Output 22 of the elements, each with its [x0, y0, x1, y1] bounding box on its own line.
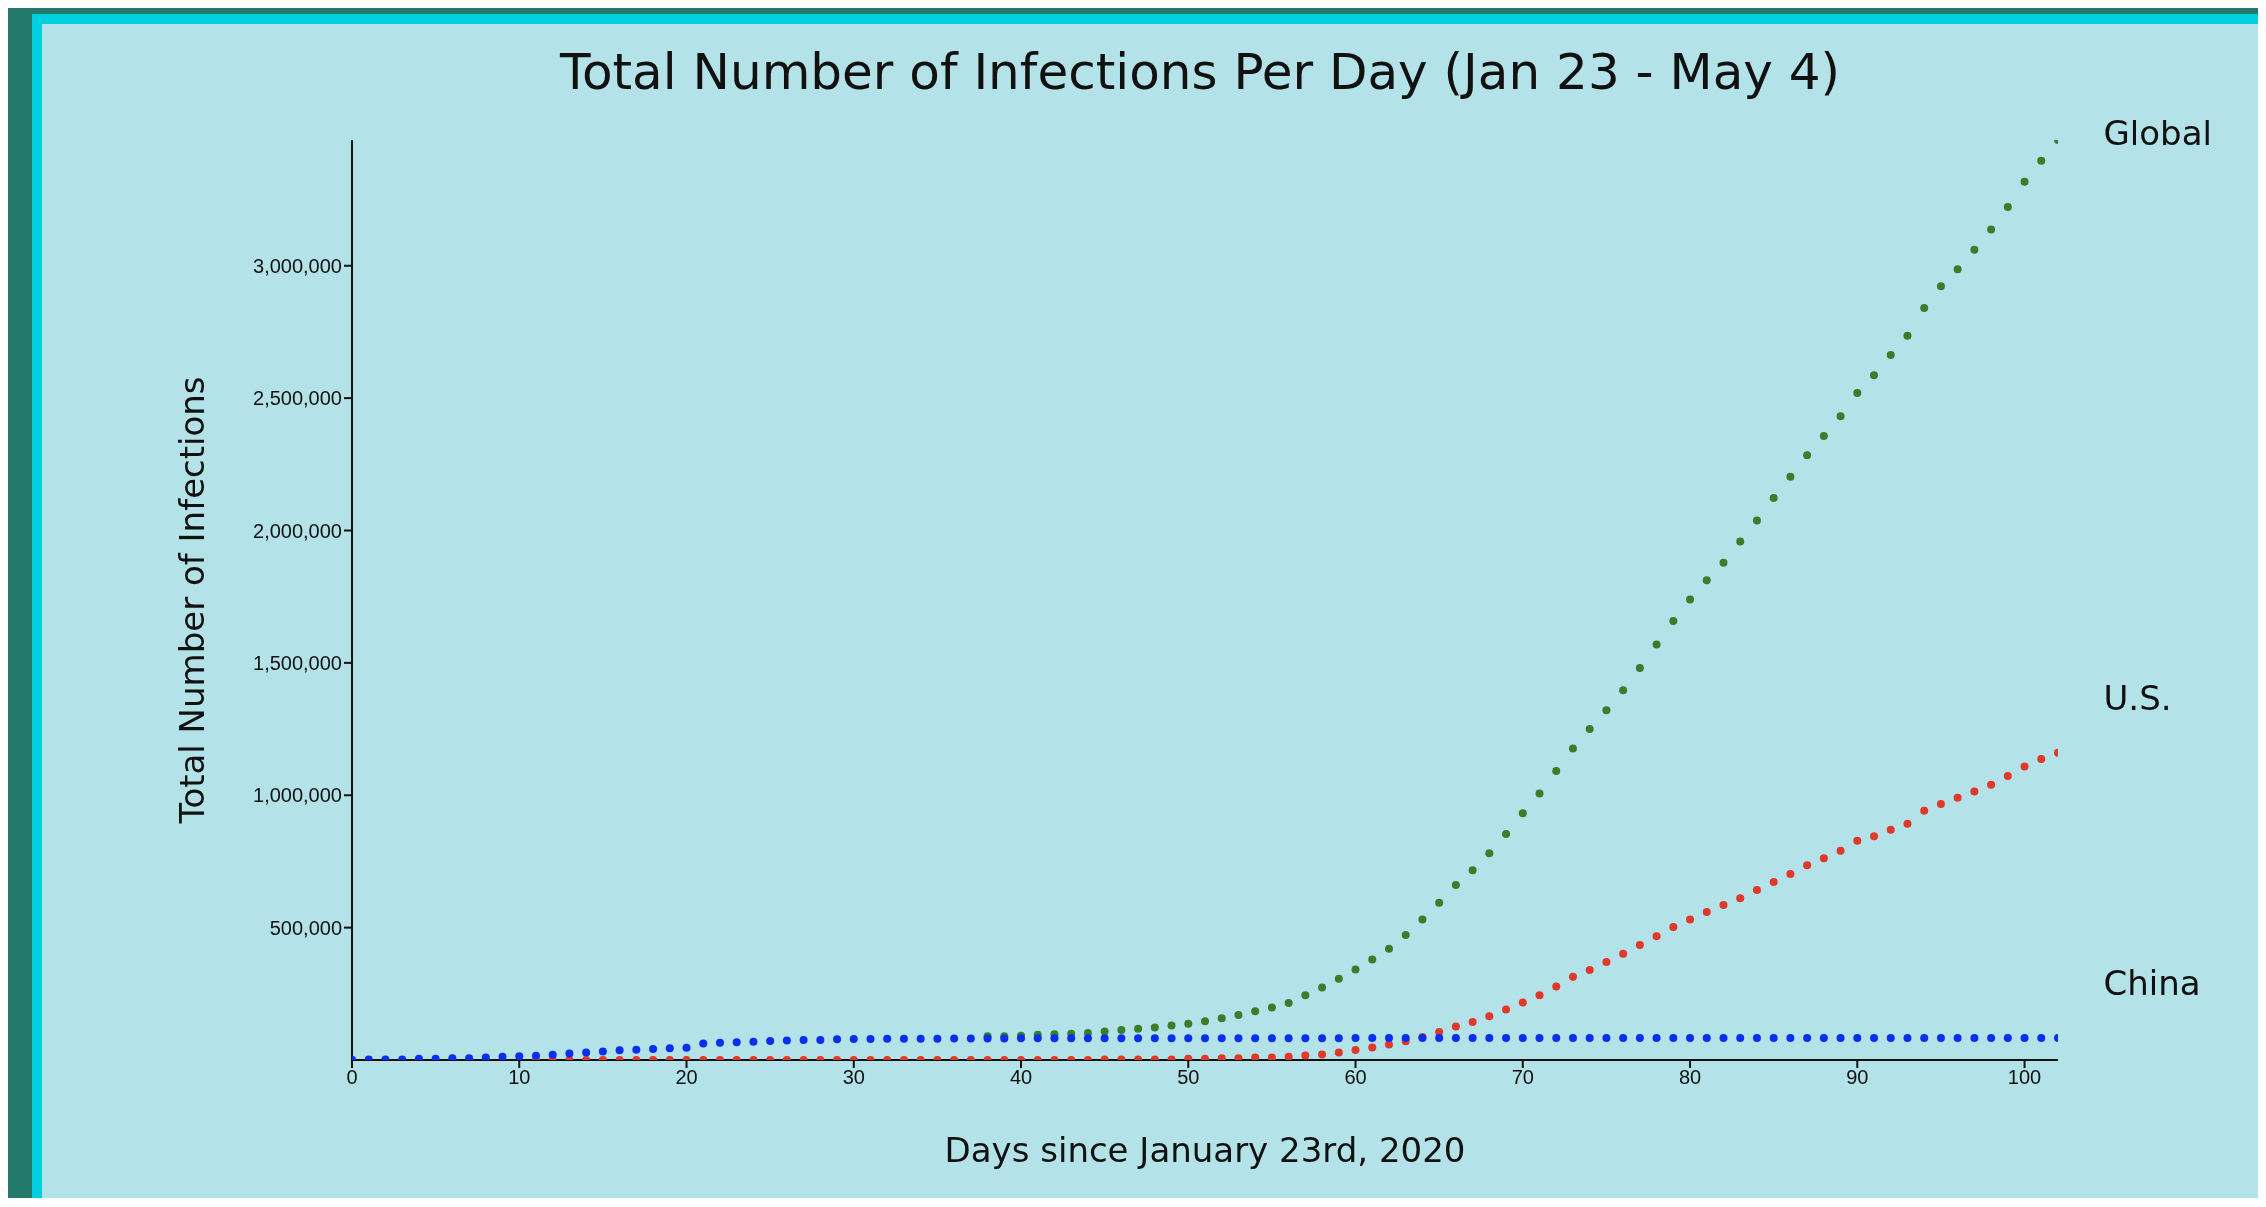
x-tick-label: 80 — [1678, 1066, 1702, 1089]
y-tick-label: 1,000,000 — [253, 784, 342, 807]
y-tick-label: 2,000,000 — [253, 519, 342, 542]
series-label: U.S. — [2103, 677, 2172, 718]
chart-title: Total Number of Infections Per Day (Jan 23 - May 4) — [559, 43, 1841, 101]
x-tick-label: 0 — [346, 1066, 358, 1089]
x-tick-label: 60 — [1344, 1066, 1367, 1089]
x-tick-label: 70 — [1511, 1066, 1534, 1089]
x-tick-label: 30 — [842, 1066, 865, 1089]
y-tick-label: 2,500,000 — [253, 387, 342, 410]
x-tick-label: 90 — [1846, 1066, 1869, 1089]
y-axis-title: Total Number of Infections — [172, 376, 213, 825]
y-tick-label: 3,000,000 — [253, 254, 342, 277]
x-tick-label: 10 — [508, 1066, 531, 1089]
y-tick-label: 1,500,000 — [253, 651, 342, 674]
x-tick-label: 100 — [2007, 1066, 2042, 1089]
series-label: China — [2103, 963, 2201, 1004]
x-tick-label: 50 — [1177, 1066, 1200, 1089]
y-tick-label: 500,000 — [269, 916, 342, 939]
x-axis-title: Days since January 23rd, 2020 — [944, 1130, 1466, 1170]
x-tick-label: 40 — [1009, 1066, 1033, 1089]
x-tick-label: 20 — [675, 1066, 698, 1089]
